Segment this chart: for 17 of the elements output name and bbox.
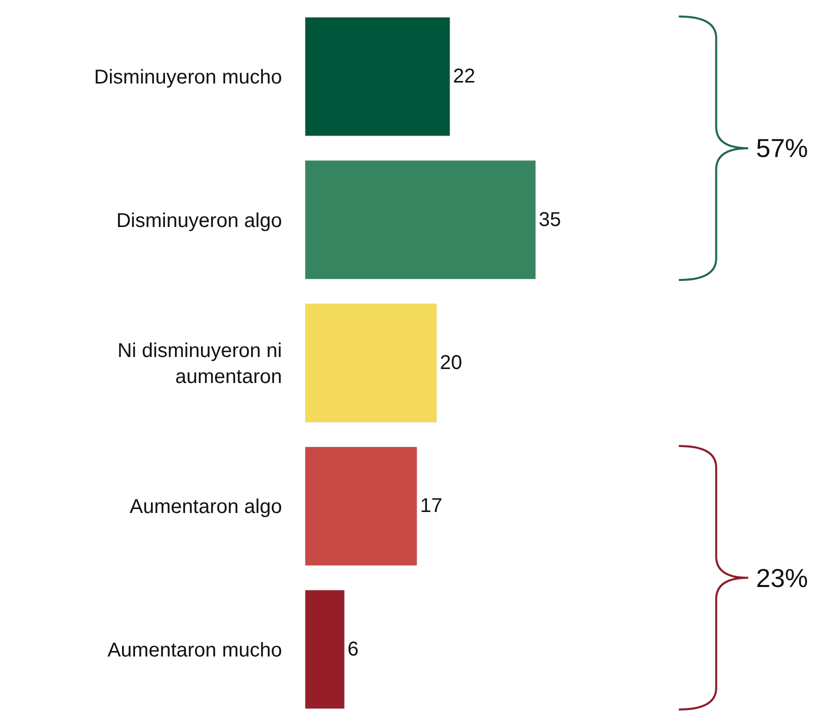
bar (305, 590, 345, 710)
bar (305, 446, 418, 566)
data-label: 6 (348, 638, 359, 660)
data-label: 20 (440, 352, 462, 374)
y-tick-label: Disminuyeron algo (116, 210, 282, 232)
y-tick-label: Aumentaron mucho (107, 639, 282, 662)
data-label: 35 (538, 208, 561, 231)
y-tick-label: Aumentaron algo (130, 496, 282, 518)
text: 23% (756, 563, 808, 593)
data-label: 17 (420, 495, 442, 518)
text: 57% (756, 133, 808, 163)
y-tick-label: Disminuyeron mucho (94, 66, 282, 89)
bar (305, 303, 438, 423)
bar (305, 160, 536, 280)
y-tick-label: Ni disminuyeron ni aumentaron (117, 340, 282, 388)
data-label: 22 (453, 66, 476, 88)
bar (305, 16, 450, 136)
